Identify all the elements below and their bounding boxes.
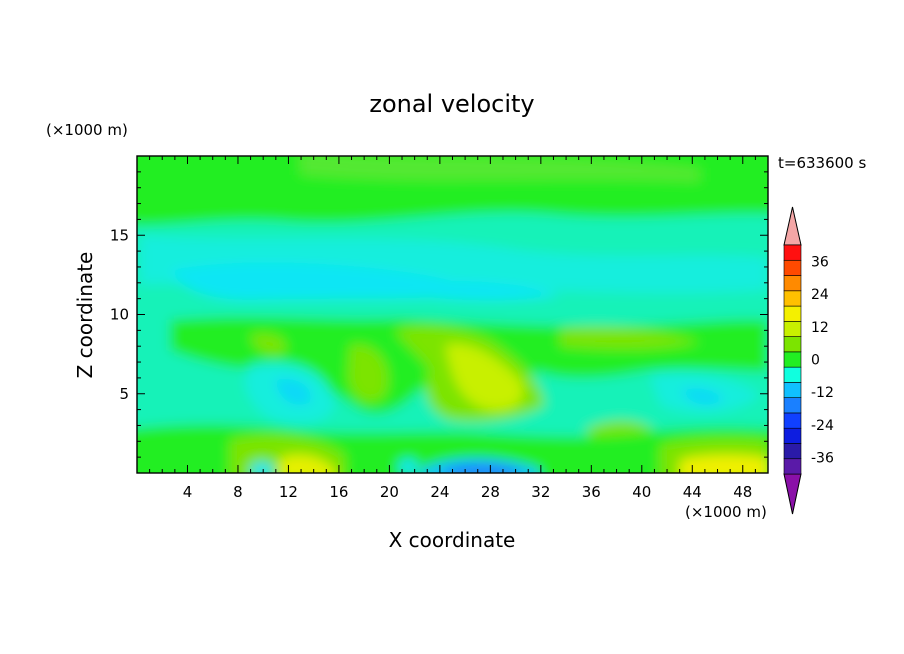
- x-tick-label: 16: [329, 483, 348, 501]
- y-tick-label: 5: [119, 385, 129, 403]
- x-tick-label: 4: [183, 483, 193, 501]
- colorbar-swatch: [783, 305, 802, 322]
- colorbar-swatch: [783, 351, 802, 368]
- x-tick-label: 24: [430, 483, 449, 501]
- x-axis-title: X coordinate: [389, 528, 516, 552]
- colorbar-swatch: [783, 259, 802, 276]
- colorbar-swatch: [783, 321, 802, 337]
- colorbar: 36 24 12 0 -12 -24 -36: [783, 206, 834, 515]
- colorbar-swatch: [783, 290, 802, 307]
- colorbar-tick-label: 12: [811, 320, 829, 336]
- colorbar-under-triangle: [783, 473, 802, 515]
- colorbar-over-triangle: [783, 206, 802, 246]
- colorbar-swatch: [783, 458, 802, 475]
- colorbar-swatch: [783, 382, 802, 398]
- colorbar-swatch: [783, 336, 802, 353]
- colorbar-tick-label: 36: [811, 254, 829, 270]
- y-tick-label: 10: [110, 306, 129, 324]
- x-tick-label: 40: [632, 483, 651, 501]
- x-tick-label: 28: [481, 483, 500, 501]
- x-tick-label: 12: [279, 483, 298, 501]
- colorbar-swatch: [783, 244, 802, 261]
- colorbar-tick-label: 0: [811, 353, 820, 369]
- colorbar-tick-label: -24: [811, 418, 834, 434]
- colorbar-swatch: [783, 427, 802, 444]
- y-axis-title: Z coordinate: [73, 252, 97, 379]
- time-label: t=633600 s: [778, 154, 866, 172]
- colorbar-swatch: [783, 443, 802, 460]
- x-tick-label: 32: [531, 483, 550, 501]
- colorbar-swatch: [783, 397, 802, 414]
- x-tick-label: 48: [733, 483, 752, 501]
- y-tick-label: 15: [110, 226, 129, 244]
- x-unit-label: (×1000 m): [685, 503, 767, 521]
- x-tick-label: 36: [582, 483, 601, 501]
- x-tick-label: 20: [380, 483, 399, 501]
- y-unit-label: (×1000 m): [46, 121, 128, 139]
- colorbar-swatch: [783, 412, 802, 429]
- colorbar-tick-label: -36: [811, 451, 834, 467]
- colorbar-swatch: [783, 275, 802, 292]
- colorbar-tick-label: -12: [811, 385, 834, 401]
- x-tick-label: 8: [233, 483, 243, 501]
- contour-field: [137, 156, 768, 473]
- colorbar-swatch: [783, 366, 802, 383]
- x-tick-label: 44: [683, 483, 702, 501]
- chart-title: zonal velocity: [369, 90, 534, 118]
- colorbar-tick-label: 24: [811, 287, 829, 303]
